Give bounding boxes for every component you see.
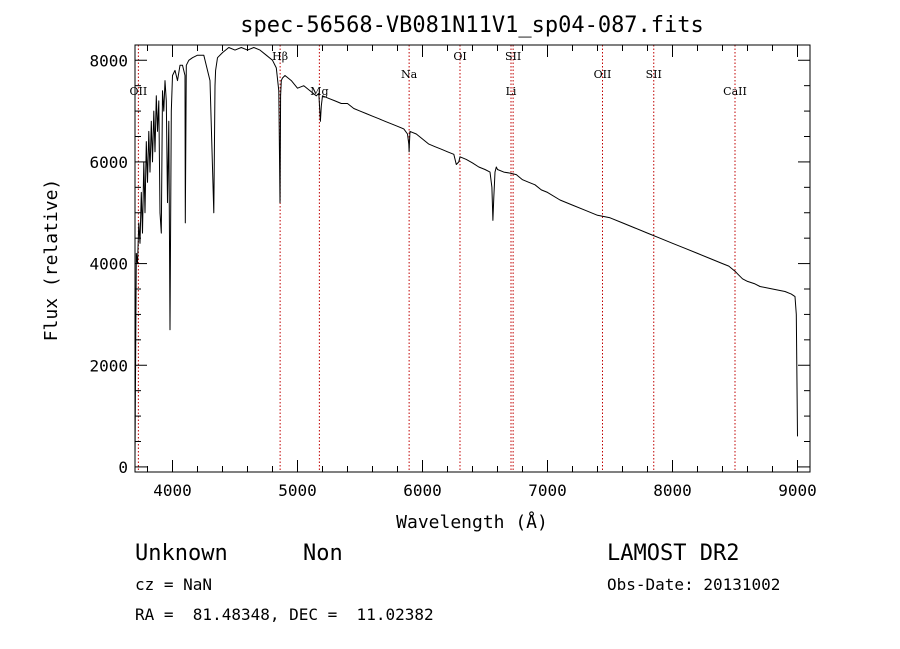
y-axis-label: Flux (relative) bbox=[41, 179, 62, 342]
y-tick-label: 4000 bbox=[89, 255, 128, 274]
footer-info: Unknown Non LAMOST DR2 cz = NaN Obs-Date… bbox=[135, 541, 780, 624]
x-tick-label: 5000 bbox=[278, 481, 317, 500]
line-marker-label: SII bbox=[505, 50, 521, 63]
y-tick-label: 8000 bbox=[89, 51, 128, 70]
line-marker-label: OII bbox=[594, 68, 612, 81]
x-tick-label: 6000 bbox=[403, 481, 442, 500]
line-marker-label: Hβ bbox=[272, 50, 288, 63]
axes: 4000 5000 6000 7000 8000 9000 0 2000 4000 6000 800… bbox=[89, 44, 817, 500]
x-tick-label: 8000 bbox=[653, 481, 692, 500]
x-axis-label: Wavelength (Å) bbox=[396, 511, 548, 533]
line-marker-label: Na bbox=[401, 68, 418, 81]
line-marker-label: OII bbox=[130, 85, 148, 98]
object-name: Unknown bbox=[135, 541, 228, 566]
line-marker-label: Li bbox=[506, 85, 517, 98]
coordinates-text: RA = 81.48348, DEC = 11.02382 bbox=[135, 605, 434, 624]
x-tick-label: 4000 bbox=[153, 481, 192, 500]
y-tick-label: 2000 bbox=[89, 356, 128, 375]
x-tick-label: 7000 bbox=[528, 481, 567, 500]
chart-title: spec-56568-VB081N11V1_sp04-087.fits bbox=[240, 13, 704, 38]
y-tick-label: 6000 bbox=[89, 153, 128, 172]
y-tick-label: 0 bbox=[118, 458, 128, 477]
object-class: Non bbox=[303, 541, 343, 566]
spectrum-series bbox=[134, 47, 798, 457]
line-marker-label: SII bbox=[646, 68, 662, 81]
obs-date-text: Obs-Date: 20131002 bbox=[607, 575, 780, 594]
line-marker-label: CaII bbox=[723, 85, 747, 98]
redshift-text: cz = NaN bbox=[135, 575, 212, 594]
x-tick-label: 9000 bbox=[778, 481, 817, 500]
survey-name: LAMOST DR2 bbox=[607, 541, 739, 566]
line-marker-label: OI bbox=[453, 50, 466, 63]
series-line bbox=[134, 47, 798, 457]
